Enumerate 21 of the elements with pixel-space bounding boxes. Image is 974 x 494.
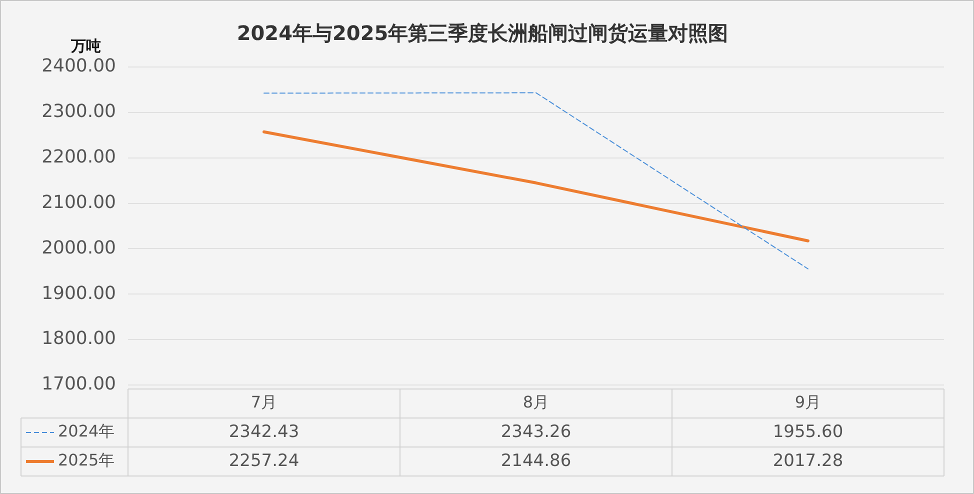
data-label: 2343.26 <box>500 422 572 442</box>
x-tick-label: 8月 <box>522 392 550 412</box>
y-axis-title: 万吨 <box>70 36 101 55</box>
data-label: 2017.28 <box>772 450 844 471</box>
y-tick-label: 2200.00 <box>42 146 116 168</box>
y-tick-label: 1700.00 <box>42 374 116 395</box>
y-tick-label: 2100.00 <box>42 192 116 213</box>
chart-title: 2024年与2025年第三季度长洲船闸过闸货运量对照图 <box>236 21 728 46</box>
legend-label: 2025年 <box>58 450 115 470</box>
x-tick-label: 7月 <box>250 392 278 412</box>
x-tick-label: 9月 <box>794 392 822 412</box>
y-tick-label: 2400.00 <box>42 56 116 77</box>
y-tick-label: 1900.00 <box>42 282 116 304</box>
y-tick-label: 2300.00 <box>42 101 116 122</box>
data-label: 1955.60 <box>772 422 844 442</box>
legend-label: 2024年 <box>58 422 115 441</box>
data-label: 2257.24 <box>228 450 300 471</box>
y-tick-label: 1800.00 <box>42 328 116 350</box>
data-label: 2144.86 <box>500 450 572 471</box>
data-label: 2342.43 <box>228 422 300 442</box>
y-tick-label: 2000.00 <box>42 237 116 258</box>
